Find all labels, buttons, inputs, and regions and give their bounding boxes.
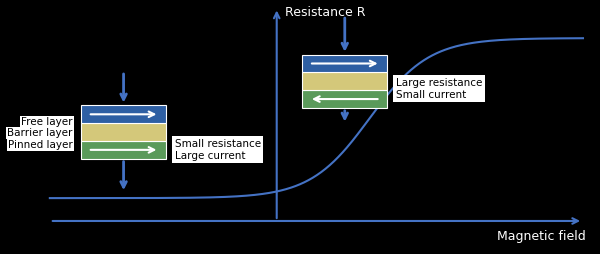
Text: Resistance R: Resistance R	[285, 6, 366, 19]
Text: Magnetic field: Magnetic field	[497, 230, 586, 243]
Bar	[302, 90, 388, 108]
Bar	[302, 72, 388, 90]
Text: Large resistance
Small current: Large resistance Small current	[396, 78, 482, 100]
Text: Free layer: Free layer	[21, 117, 73, 128]
Bar	[302, 55, 388, 72]
Bar	[81, 105, 166, 123]
Text: Pinned layer: Pinned layer	[8, 140, 73, 150]
Bar	[81, 141, 166, 159]
Text: Barrier layer: Barrier layer	[7, 128, 73, 138]
Bar	[81, 123, 166, 141]
Text: Small resistance
Large current: Small resistance Large current	[175, 139, 261, 161]
